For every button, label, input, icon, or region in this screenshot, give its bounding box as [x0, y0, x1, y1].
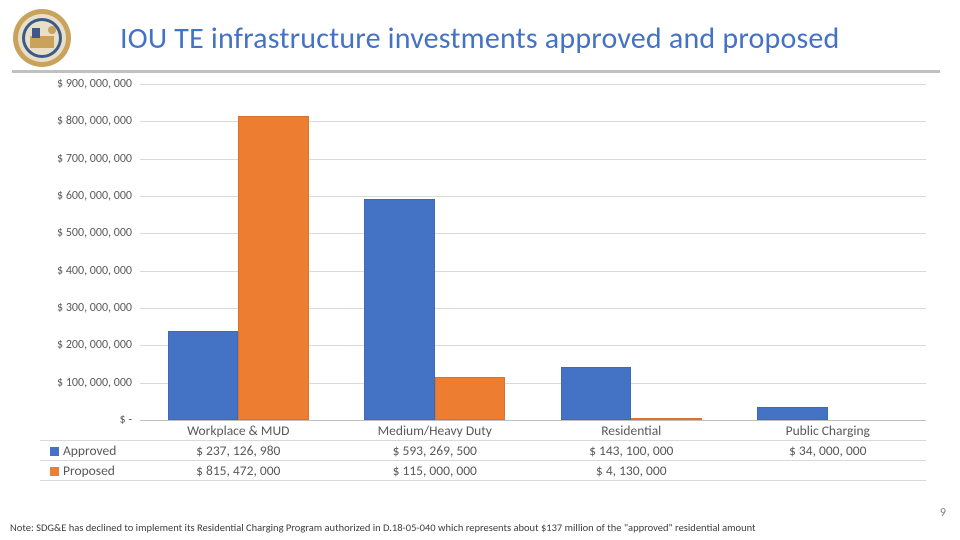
table-hline: [40, 440, 926, 441]
legend-swatch-icon: [50, 467, 59, 476]
y-tick-label: $ 900, 000, 000: [20, 77, 132, 91]
bar-proposed-0: [238, 116, 309, 420]
legend-approved: Approved: [50, 442, 116, 459]
bar-proposed-1: [435, 377, 506, 420]
table-hline: [40, 460, 926, 461]
slide-title: IOU TE infrastructure investments approv…: [120, 20, 840, 57]
y-tick-label: $ 500, 000, 000: [20, 226, 132, 240]
category-label: Workplace & MUD: [140, 422, 337, 439]
y-tick-label: $ 600, 000, 000: [20, 189, 132, 203]
y-tick-label: $ 300, 000, 000: [20, 301, 132, 315]
y-tick-label: $ 200, 000, 000: [20, 338, 132, 352]
legend-proposed: Proposed: [50, 462, 115, 479]
bar-approved-2: [561, 367, 632, 420]
legend-swatch-icon: [50, 447, 59, 456]
category-label: Medium/Heavy Duty: [337, 422, 534, 439]
category-label: Residential: [533, 422, 730, 439]
category-label: Public Charging: [730, 422, 927, 439]
cpuc-seal-logo: [12, 8, 72, 68]
table-cell: $ 115, 000, 000: [337, 462, 534, 479]
bar-proposed-2: [631, 418, 702, 420]
legend-label: Proposed: [63, 462, 115, 479]
title-underline: [12, 70, 940, 73]
table-cell: $ 34, 000, 000: [730, 442, 927, 459]
table-hline: [40, 480, 926, 481]
y-tick-label: $ -: [20, 413, 132, 427]
table-cell: $ 4, 130, 000: [533, 462, 730, 479]
gridline: [140, 84, 926, 85]
table-cell: $ 237, 126, 980: [140, 442, 337, 459]
bar-approved-3: [757, 407, 828, 420]
y-tick-label: $ 400, 000, 000: [20, 264, 132, 278]
slide-root: IOU TE infrastructure investments approv…: [0, 0, 960, 540]
table-cell: $ 815, 472, 000: [140, 462, 337, 479]
table-cell: $ 593, 269, 500: [337, 442, 534, 459]
y-tick-label: $ 800, 000, 000: [20, 114, 132, 128]
y-tick-label: $ 700, 000, 000: [20, 152, 132, 166]
bar-chart: $ - $ 100, 000, 000 $ 200, 000, 000 $ 300, …: [20, 84, 940, 484]
y-tick-label: $ 100, 000, 000: [20, 376, 132, 390]
page-number: 9: [940, 506, 946, 520]
seal-svg: [12, 8, 72, 68]
table-cell: $ 143, 100, 000: [533, 442, 730, 459]
footnote: Note: SDG&E has declined to implement it…: [10, 521, 756, 534]
bar-approved-0: [168, 331, 239, 420]
bar-approved-1: [364, 199, 435, 420]
legend-label: Approved: [63, 442, 116, 459]
